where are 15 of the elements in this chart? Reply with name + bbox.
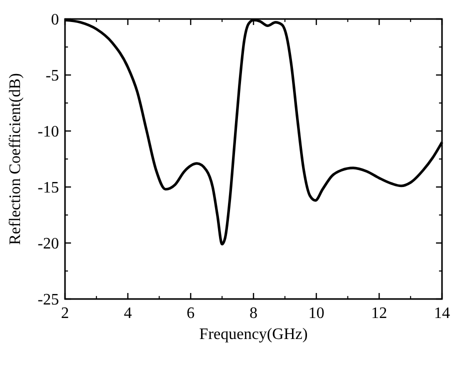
y-tick-label: -10 [38,124,59,141]
y-tick-label: -5 [46,68,59,85]
x-tick-label: 6 [186,305,195,322]
x-tick-label: 12 [371,305,388,322]
x-axis-title: Frequency(GHz) [199,326,308,343]
x-tick-label: 4 [124,305,132,322]
x-tick-label: 10 [308,305,324,322]
x-tick-label: 8 [250,305,258,322]
x-tick-label: 2 [61,305,69,322]
y-tick-label: -15 [38,180,59,197]
y-tick-label: 0 [51,12,59,29]
y-tick-label: -20 [38,236,59,253]
y-axis-title: Reflection Coefficient(dB) [7,73,24,245]
x-tick-label: 14 [434,305,450,322]
y-tick-label: -25 [38,292,59,309]
